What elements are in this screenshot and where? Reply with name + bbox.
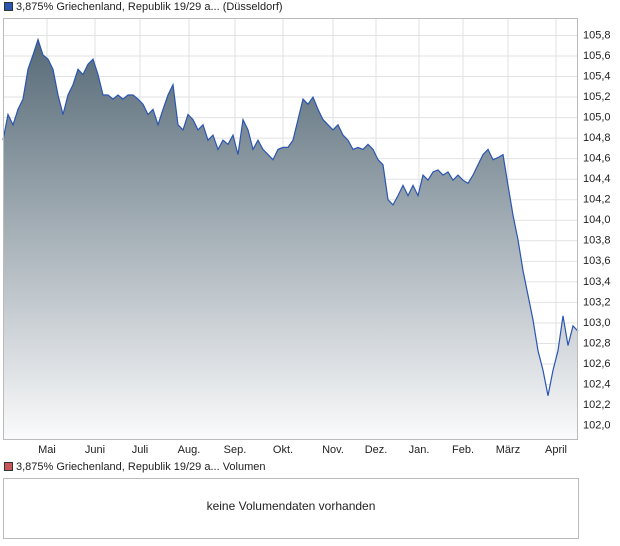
x-tick-label: Sep. [224, 444, 247, 456]
area-fill [3, 39, 578, 440]
y-tick-label: 102,2 [583, 399, 611, 411]
y-tick-label: 105,6 [583, 50, 611, 62]
x-tick-label: März [496, 444, 520, 456]
x-tick-label: Okt. [273, 444, 293, 456]
y-tick-label: 103,0 [583, 317, 611, 329]
y-tick-label: 103,2 [583, 296, 611, 308]
volume-frame [3, 478, 579, 539]
x-tick-label: Juni [85, 444, 105, 456]
y-tick-label: 104,8 [583, 132, 611, 144]
x-tick-label: Nov. [322, 444, 344, 456]
y-tick-label: 103,4 [583, 276, 611, 288]
y-tick-label: 105,4 [583, 70, 611, 82]
x-tick-label: Feb. [452, 444, 474, 456]
legend-label: 3,875% Griechenland, Republik 19/29 a...… [16, 1, 283, 13]
x-tick-label: Jan. [409, 444, 430, 456]
y-tick-label: 105,8 [583, 29, 611, 41]
y-tick-label: 102,4 [583, 378, 611, 390]
plot-frame [3, 18, 578, 440]
x-tick-label: Aug. [178, 444, 201, 456]
y-tick-label: 105,2 [583, 91, 611, 103]
y-tick-label: 102,8 [583, 337, 611, 349]
plot-area [2, 18, 579, 440]
y-tick-label: 102,0 [583, 420, 611, 432]
y-tick-label: 104,0 [583, 214, 611, 226]
volume-legend: 3,875% Griechenland, Republik 19/29 a...… [16, 461, 266, 473]
y-tick-label: 103,6 [583, 255, 611, 267]
x-tick-label: Mai [38, 444, 56, 456]
y-tick-label: 102,6 [583, 358, 611, 370]
x-tick-label: Juli [132, 444, 149, 456]
y-tick-label: 104,4 [583, 173, 611, 185]
x-tick-label: April [545, 444, 567, 456]
y-tick-label: 104,6 [583, 153, 611, 165]
price-line [2, 37, 579, 396]
volume-legend-swatch [4, 462, 13, 471]
y-tick-label: 105,0 [583, 112, 611, 124]
x-tick-label: Dez. [365, 444, 388, 456]
y-tick-label: 103,8 [583, 235, 611, 247]
y-tick-label: 104,2 [583, 194, 611, 206]
volume-message: keine Volumendaten vorhanden [207, 499, 376, 513]
legend-swatch [4, 2, 13, 11]
